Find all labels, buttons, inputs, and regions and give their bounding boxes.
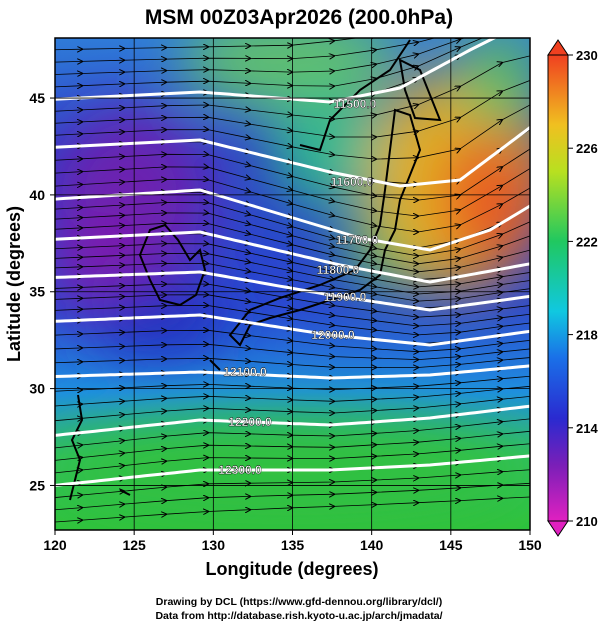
contour-label: 12300.0: [218, 463, 262, 477]
colorbar-tick-label: 210: [576, 514, 598, 529]
colorbar-tick-label: 214: [576, 421, 598, 436]
x-tick-label: 120: [43, 537, 67, 553]
contour-label: 11800.0: [317, 263, 360, 277]
y-tick-label: 35: [29, 284, 45, 300]
y-tick-label: 30: [29, 381, 45, 397]
x-tick-label: 135: [281, 537, 305, 553]
contour-label: 11700.0: [336, 233, 379, 247]
colorbar-tick-label: 222: [576, 234, 598, 249]
contour-label: 11600.0: [331, 175, 374, 189]
colorbar-tick-label: 230: [576, 48, 598, 63]
colorbar: [547, 54, 569, 522]
chart-title: MSM 00Z03Apr2026 (200.0hPa): [145, 6, 453, 29]
y-tick-label: 25: [29, 477, 45, 493]
streamline: [55, 496, 530, 523]
contour-label: 11900.0: [324, 290, 367, 304]
colorbar-max-arrow: [547, 39, 569, 56]
x-tick-label: 125: [122, 537, 146, 553]
x-tick-label: 150: [518, 537, 542, 553]
contour-label: 12200.0: [228, 415, 272, 429]
credit: Data from http://database.rish.kyoto-u.a…: [155, 610, 442, 622]
field: 11500.0 11600.0 11700.0 11800.0 11900.0 12000…: [55, 38, 530, 530]
x-tick-label: 130: [202, 537, 226, 553]
colorbar-min-arrow: [547, 520, 569, 537]
x-axis-label: Longitude (degrees): [205, 559, 378, 579]
colorbar-tick-label: 218: [576, 328, 598, 343]
x-tick-label: 140: [360, 537, 384, 553]
y-tick-label: 45: [29, 90, 45, 106]
y-axis-label: Latitude (degrees): [4, 206, 24, 362]
streamline: [55, 356, 530, 367]
contour-label: 12000.0: [311, 328, 355, 342]
x-tick-label: 145: [439, 537, 463, 553]
colorbar-tick-label: 226: [576, 141, 598, 156]
credit: Drawing by DCL (https://www.gfd-dennou.o…: [156, 596, 442, 608]
contour-label: 11500.0: [334, 97, 377, 111]
y-tick-label: 40: [29, 187, 45, 203]
contour-label: 12100.0: [223, 365, 267, 379]
